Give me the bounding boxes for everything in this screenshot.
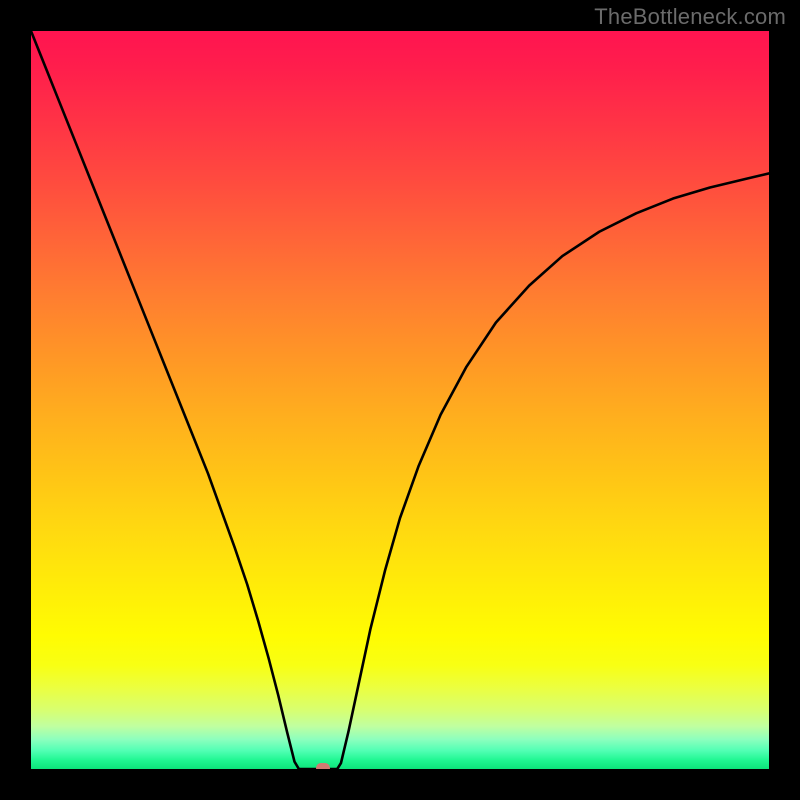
bottleneck-curve (31, 31, 769, 769)
watermark-text: TheBottleneck.com (594, 4, 786, 30)
optimum-marker (316, 763, 330, 769)
curve-layer (31, 31, 769, 769)
plot-area (31, 31, 769, 769)
